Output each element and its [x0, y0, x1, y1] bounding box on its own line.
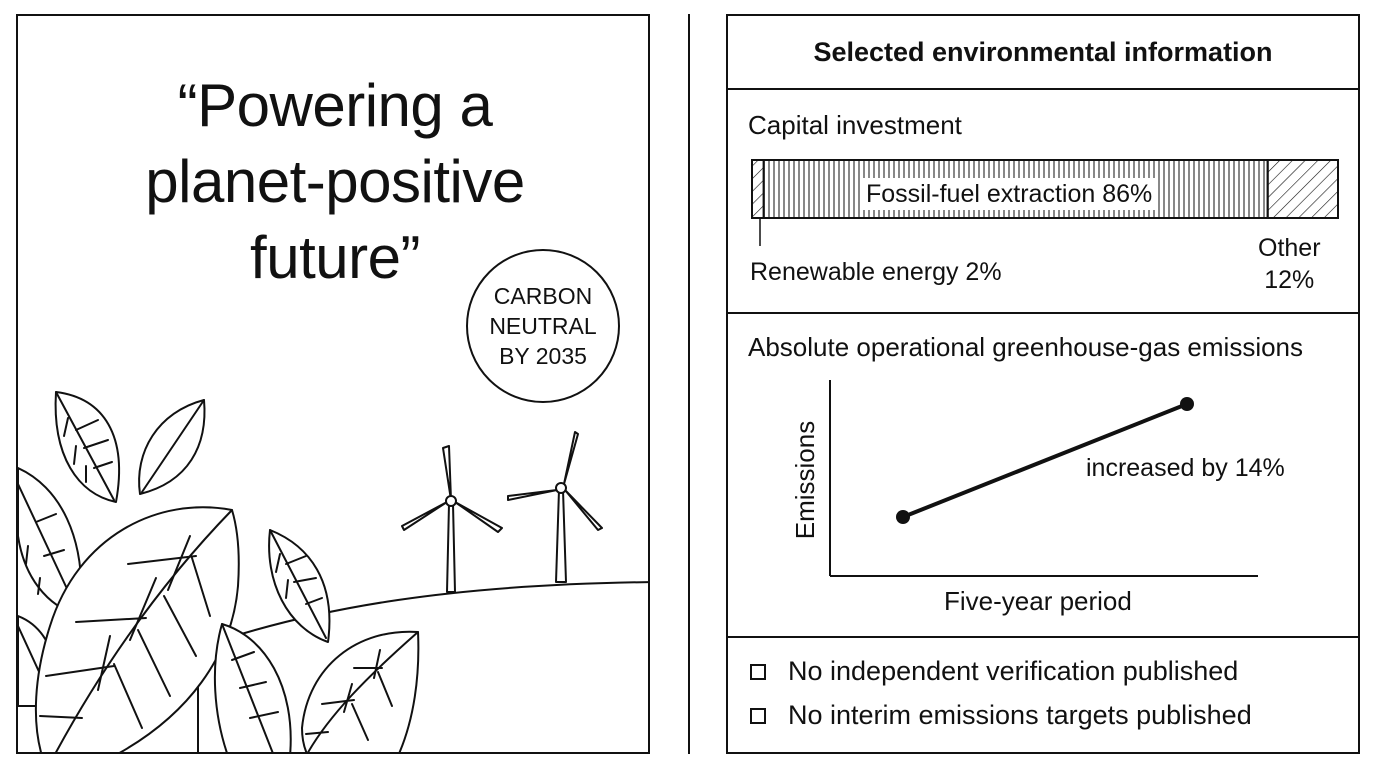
panel-divider: [688, 14, 690, 754]
slogan: “Powering a planet-positive future”: [18, 68, 648, 296]
badge-line: CARBON: [493, 283, 593, 309]
leaf-icon: [301, 630, 420, 752]
info-header: Selected environmental information: [728, 16, 1358, 90]
emissions-end-point: [1180, 397, 1194, 411]
emissions-x-label: Five-year period: [944, 586, 1132, 616]
bar-segment-renewable: [751, 159, 765, 219]
emissions-section: Absolute operational greenhouse-gas emis…: [728, 312, 1358, 638]
checkbox-icon: [750, 707, 766, 724]
leaf-icon: [213, 623, 292, 752]
disclosure-flags-section: No independent verification published No…: [728, 636, 1358, 752]
checkbox-icon: [750, 663, 766, 680]
other-label-value: 12%: [1264, 266, 1315, 294]
renewable-energy-label: Renewable energy 2%: [750, 258, 1002, 286]
bar-segment-other: [1266, 159, 1339, 219]
other-label-name: Other: [1258, 234, 1321, 262]
emissions-y-label: Emissions: [790, 421, 820, 539]
capital-investment-label: Capital investment: [748, 110, 962, 140]
emissions-trend-line: [902, 402, 1188, 519]
emissions-annotation: increased by 14%: [1086, 454, 1285, 482]
large-leaf-icon: [34, 506, 240, 752]
carbon-neutral-badge: CARBON NEUTRAL BY 2035: [466, 249, 620, 403]
badge-line: BY 2035: [499, 343, 587, 369]
flag-text: No independent verification published: [788, 656, 1239, 686]
flag-item: No interim emissions targets published: [750, 700, 1252, 731]
leaf-icon: [268, 529, 331, 643]
badge-line: NEUTRAL: [489, 313, 597, 339]
slogan-line: “Powering a: [177, 72, 493, 139]
leaf-icon: [138, 399, 206, 495]
capital-investment-section: Capital investment Fossil-fuel extractio…: [728, 88, 1358, 314]
flag-item: No independent verification published: [750, 656, 1238, 687]
emissions-start-point: [896, 510, 910, 524]
poster-panel: .ln { fill: none; stroke: #111; stroke-w…: [16, 14, 650, 754]
environmental-info-panel: Selected environmental information Capit…: [726, 14, 1360, 754]
emissions-label: Absolute operational greenhouse-gas emis…: [748, 332, 1304, 362]
fossil-fuel-label: Fossil-fuel extraction 86%: [862, 178, 1157, 210]
slogan-line: planet-positive: [145, 148, 525, 215]
wind-turbine-icon: [507, 431, 603, 583]
info-title: Selected environmental information: [813, 36, 1273, 67]
emissions-line-chart: Emissions: [790, 380, 1258, 577]
nature-illustration: .ln { fill: none; stroke: #111; stroke-w…: [18, 391, 648, 752]
flag-text: No interim emissions targets published: [788, 700, 1252, 730]
leaf-icon: [54, 391, 121, 503]
slogan-line: future”: [250, 224, 420, 291]
wind-turbine-icon: [401, 445, 503, 593]
other-label: Other 12%: [1258, 232, 1321, 296]
